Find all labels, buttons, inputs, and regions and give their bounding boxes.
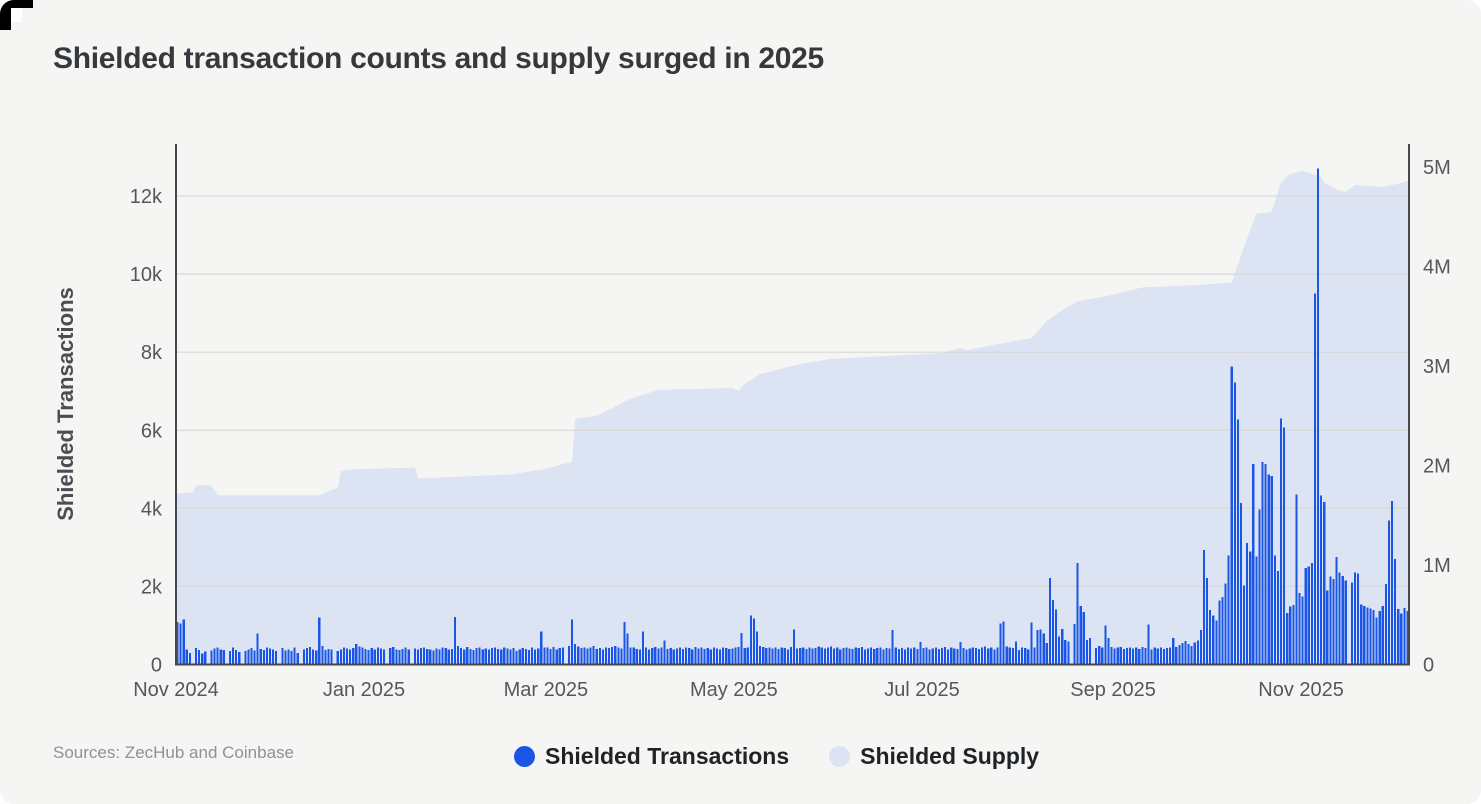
legend-item-supply: Shielded Supply (829, 743, 1039, 770)
left-axis-tick-label: 10k (130, 264, 163, 286)
axis-tick-labels: 0 2k 4k 6k 8k 10k 12k 0 1M 2M 3M 4M 5M Nov 2024 Jan 20… (130, 157, 1451, 701)
left-axis-tick-label: 12k (130, 186, 163, 208)
left-axis-tick-label: 4k (141, 498, 163, 520)
supply-area-series (176, 171, 1409, 665)
left-axis-tick-label: 6k (141, 420, 163, 442)
legend-item-transactions: Shielded Transactions (514, 743, 789, 770)
x-axis-tick-label: Sep 2025 (1070, 679, 1156, 701)
left-axis-tick-label: 0 (151, 655, 162, 677)
source-note: Sources: ZecHub and Coinbase (53, 743, 294, 762)
x-axis-tick-label: Jul 2025 (884, 679, 960, 701)
legend-label-transactions: Shielded Transactions (545, 742, 790, 769)
pixel-corner-mark-icon (0, 0, 60, 40)
right-axis-tick-label: 0 (1423, 655, 1434, 677)
axis-spines (175, 144, 1410, 666)
transactions-bar-series (176, 168, 1409, 665)
supply-legend-dot-icon (829, 745, 851, 767)
chart-footer: Sources: ZecHub and Coinbase Shielded Tr… (0, 734, 1481, 778)
x-axis-tick-label: Nov 2025 (1258, 679, 1344, 701)
legend-label-supply: Shielded Supply (860, 742, 1040, 769)
x-axis-tick-label: Jan 2025 (323, 679, 405, 701)
page-title: Shielded transaction counts and supply s… (53, 42, 824, 75)
x-axis-tick-label: Mar 2025 (504, 679, 589, 701)
left-axis-tick-label: 8k (141, 342, 163, 364)
right-axis-tick-label: 5M (1423, 157, 1451, 179)
transactions-legend-dot-icon (514, 745, 535, 767)
right-axis-tick-label: 3M (1423, 356, 1451, 378)
right-axis-tick-label: 2M (1423, 455, 1451, 477)
gridlines (176, 195, 1409, 588)
legend: Shielded Transactions Shielded Supply (514, 734, 1039, 778)
x-axis-tick-label: Nov 2024 (133, 679, 219, 701)
left-axis-tick-label: 2k (141, 576, 163, 598)
x-axis-tick-label: May 2025 (690, 679, 778, 701)
left-axis-title: Shielded Transactions (53, 287, 78, 521)
right-axis-tick-label: 1M (1423, 555, 1451, 577)
right-axis-tick-label: 4M (1423, 256, 1451, 278)
